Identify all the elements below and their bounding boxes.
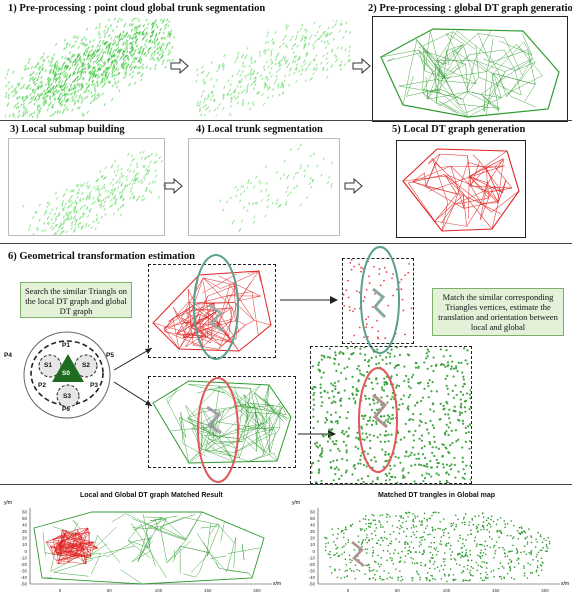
- y-tick-label: -30: [20, 568, 27, 573]
- y-tick-label: -20: [308, 562, 315, 567]
- label-s0: S0: [62, 370, 70, 377]
- search-note-box: Search the similar Triangls on the local…: [20, 282, 132, 318]
- section-title-3: 3) Local submap building: [10, 124, 125, 135]
- y-tick-label: 10: [310, 542, 316, 547]
- chart-left-title: Local and Global DT graph Matched Result: [80, 492, 223, 499]
- x-tick-label: 100: [155, 588, 163, 593]
- label-s1: S1: [44, 362, 52, 369]
- global-vertices-match-panel: [310, 346, 472, 484]
- y-tick-label: 0: [24, 549, 27, 554]
- section-title-5: 5) Local DT graph generation: [392, 124, 526, 135]
- label-s3: S3: [63, 393, 71, 400]
- label-p6: P6: [62, 406, 70, 413]
- x-tick-label: 200: [253, 588, 261, 593]
- y-tick-label: 50: [22, 516, 28, 521]
- y-tick-label: -20: [20, 562, 27, 567]
- label-p3: P3: [90, 382, 98, 389]
- global-trunk-segmentation-image: [192, 20, 352, 116]
- global-dt-match-panel: [148, 376, 296, 468]
- x-tick-label: 50: [395, 588, 401, 593]
- y-tick-label: 20: [22, 536, 28, 541]
- x-axis-label: x/m: [561, 581, 569, 587]
- x-tick-label: 150: [204, 588, 212, 593]
- y-tick-label: -40: [20, 575, 27, 580]
- divider: [0, 120, 572, 121]
- highlight-ellipse-red-small: [356, 364, 400, 476]
- label-p4: P4: [4, 352, 12, 359]
- x-tick-label: 100: [443, 588, 451, 593]
- y-tick-label: 60: [22, 510, 28, 515]
- y-tick-label: 20: [310, 536, 316, 541]
- section-title-1: 1) Pre-processing : point cloud global t…: [8, 3, 266, 14]
- section-title-4: 4) Local trunk segmentation: [196, 124, 323, 135]
- y-tick-label: 40: [310, 523, 316, 528]
- y-tick-label: 10: [22, 542, 28, 547]
- y-axis-label: y/m: [4, 500, 12, 506]
- label-p5: P5: [106, 352, 114, 359]
- local-vertices-match-panel: [342, 258, 414, 344]
- local-dt-graph-image: [396, 140, 526, 238]
- divider: [0, 243, 572, 244]
- y-tick-label: -10: [308, 555, 315, 560]
- x-tick-label: 150: [492, 588, 500, 593]
- arrow-icon: [170, 58, 190, 74]
- x-axis-label: x/m: [273, 581, 281, 587]
- x-tick-label: 200: [541, 588, 549, 593]
- label-p1: P1: [62, 342, 70, 349]
- x-tick-label: 0: [59, 588, 62, 593]
- y-tick-label: -30: [308, 568, 315, 573]
- highlight-ellipse-teal: [192, 252, 242, 362]
- y-tick-label: 50: [310, 516, 316, 521]
- y-tick-label: -50: [20, 582, 27, 587]
- local-trunk-segmentation-image: [188, 138, 340, 236]
- triangle-neighborhood-diagram: P1 P4 P5 S1 S2 S0 P2 P3 S3 P6: [0, 330, 130, 420]
- x-tick-label: 50: [107, 588, 113, 593]
- match-note-box: Match the similar corresponding Triangle…: [432, 288, 564, 336]
- x-tick-label: 0: [347, 588, 350, 593]
- y-tick-label: -40: [308, 575, 315, 580]
- section-title-2: 2) Pre-processing : global DT graph gene…: [368, 3, 572, 14]
- arrow-icon: [352, 58, 372, 74]
- y-tick-label: 30: [22, 529, 28, 534]
- divider: [0, 484, 572, 485]
- arrow-right-icon: [280, 295, 340, 305]
- section-title-6: 6) Geometrical transformation estimation: [8, 251, 195, 262]
- local-submap-image: [8, 138, 165, 236]
- y-tick-label: 30: [310, 529, 316, 534]
- matched-result-chart: y/m x/m 60 50 40 30 20 10 0 -10 -20 -30 -40 -50 0 50 100…: [2, 498, 282, 600]
- global-dt-graph-image: [372, 16, 568, 122]
- label-s2: S2: [82, 362, 90, 369]
- arrow-icon: [344, 178, 364, 194]
- global-point-cloud-image: [5, 18, 175, 118]
- highlight-ellipse-red: [194, 376, 244, 488]
- matched-triangles-chart: y/m x/m 60 50 40 30 20 10 0 -10 -20 -30 -40 -50 0 50 100…: [290, 498, 570, 600]
- label-p2: P2: [38, 382, 46, 389]
- y-tick-label: -10: [20, 555, 27, 560]
- chart-right-title: Matched DT trangles in Global map: [378, 492, 496, 499]
- y-tick-label: 60: [310, 510, 316, 515]
- y-tick-label: -50: [308, 582, 315, 587]
- y-axis-label: y/m: [292, 500, 300, 506]
- arrow-icon: [164, 178, 184, 194]
- y-tick-label: 0: [312, 549, 315, 554]
- highlight-ellipse-teal-small: [358, 244, 402, 356]
- y-tick-label: 40: [22, 523, 28, 528]
